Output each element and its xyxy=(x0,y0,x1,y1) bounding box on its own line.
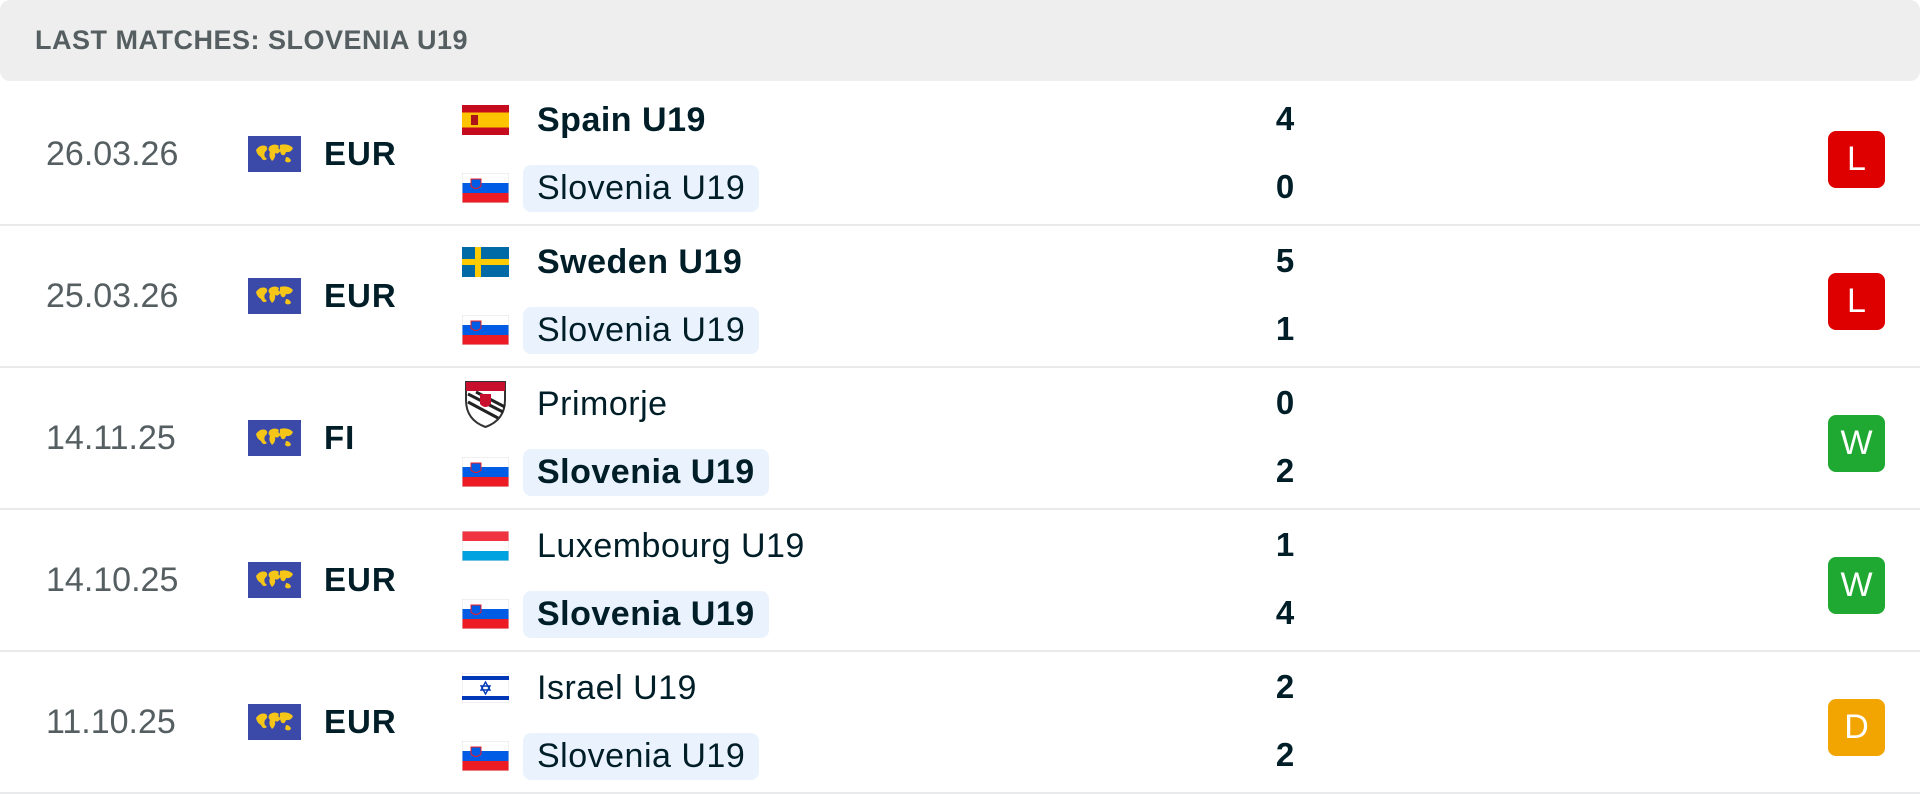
slovenia-flag-icon xyxy=(461,456,510,488)
competition-label: FI xyxy=(324,419,356,456)
away-team: Slovenia U19 xyxy=(461,446,769,498)
away-team-name: Slovenia U19 xyxy=(523,590,769,638)
competition-label: EUR xyxy=(324,703,397,740)
away-score: 2 xyxy=(1275,452,1295,489)
matches-list: 26.03.26 EUR Spain U19 Slovenia U19 4 0 … xyxy=(0,84,1920,794)
home-team: Israel U19 xyxy=(461,662,711,714)
home-score: 1 xyxy=(1275,526,1295,563)
match-date: 14.11.25 xyxy=(46,418,176,457)
israel-flag-icon xyxy=(461,672,510,704)
world-competition-icon xyxy=(248,420,301,456)
home-team-name: Spain U19 xyxy=(537,100,706,139)
away-team-name: Slovenia U19 xyxy=(523,448,769,496)
away-team-name: Slovenia U19 xyxy=(523,306,760,354)
primorje-crest-icon xyxy=(462,381,509,429)
away-team: Slovenia U19 xyxy=(461,588,769,640)
spain-flag-icon xyxy=(462,105,509,135)
home-team-name: Luxembourg U19 xyxy=(537,526,805,565)
home-team: Spain U19 xyxy=(462,94,720,146)
competition-label: EUR xyxy=(324,561,397,598)
home-score: 0 xyxy=(1275,384,1295,421)
home-score: 5 xyxy=(1275,242,1295,279)
away-team-name: Slovenia U19 xyxy=(523,164,760,212)
away-score: 1 xyxy=(1275,310,1295,347)
away-team-name: Slovenia U19 xyxy=(523,732,760,780)
home-team-name: Israel U19 xyxy=(537,668,697,707)
match-date: 25.03.26 xyxy=(46,276,179,315)
match-row[interactable]: 26.03.26 EUR Spain U19 Slovenia U19 4 0 … xyxy=(0,84,1920,226)
home-team: Primorje xyxy=(462,378,682,430)
competition-label: EUR xyxy=(324,135,397,172)
slovenia-flag-icon xyxy=(461,740,510,772)
world-competition-icon xyxy=(248,704,301,740)
result-badge: W xyxy=(1828,557,1885,614)
match-row[interactable]: 11.10.25 EUR Israel U19 Slovenia U19 2 2… xyxy=(0,652,1920,794)
match-row[interactable]: 14.10.25 EUR Luxembourg U19 Slovenia U19… xyxy=(0,510,1920,652)
match-row[interactable]: 14.11.25 FI Primorje Slovenia U19 0 2 W xyxy=(0,368,1920,510)
slovenia-flag-icon xyxy=(461,598,510,630)
result-badge: W xyxy=(1828,415,1885,472)
sweden-flag-icon xyxy=(462,247,509,277)
world-competition-icon xyxy=(248,562,301,598)
home-team-name: Sweden U19 xyxy=(537,242,743,281)
slovenia-flag-icon xyxy=(461,172,510,204)
home-score: 2 xyxy=(1275,668,1295,705)
away-score: 2 xyxy=(1275,736,1295,773)
home-team-name: Primorje xyxy=(537,384,668,423)
away-team: Slovenia U19 xyxy=(461,304,760,356)
home-score: 4 xyxy=(1275,100,1295,137)
competition-label: EUR xyxy=(324,277,397,314)
world-competition-icon xyxy=(248,278,301,314)
section-title: LAST MATCHES: SLOVENIA U19 xyxy=(35,25,469,55)
result-badge: D xyxy=(1828,699,1885,756)
match-date: 26.03.26 xyxy=(46,134,179,173)
section-header: LAST MATCHES: SLOVENIA U19 xyxy=(0,0,1920,81)
result-badge: L xyxy=(1828,273,1885,330)
result-badge: L xyxy=(1828,131,1885,188)
away-score: 0 xyxy=(1275,168,1295,205)
away-score: 4 xyxy=(1275,594,1295,631)
slovenia-flag-icon xyxy=(461,314,510,346)
world-competition-icon xyxy=(248,136,301,172)
match-date: 11.10.25 xyxy=(46,702,176,741)
away-team: Slovenia U19 xyxy=(461,162,760,214)
match-date: 14.10.25 xyxy=(46,560,179,599)
home-team: Luxembourg U19 xyxy=(461,520,819,572)
home-team: Sweden U19 xyxy=(462,236,756,288)
away-team: Slovenia U19 xyxy=(461,730,760,782)
luxembourg-flag-icon xyxy=(461,530,510,562)
match-row[interactable]: 25.03.26 EUR Sweden U19 Slovenia U19 5 1… xyxy=(0,226,1920,368)
